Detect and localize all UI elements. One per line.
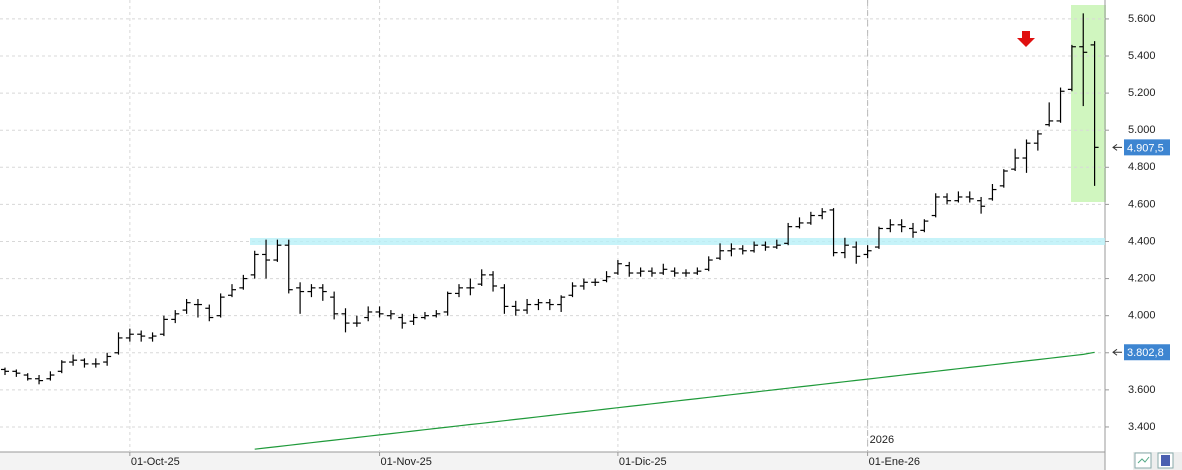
y-tick-label: 4.000 — [1128, 310, 1156, 322]
y-tick-label: 4.200 — [1128, 272, 1156, 284]
price-pointer — [1112, 348, 1122, 356]
y-tick-label: 5.600 — [1128, 13, 1156, 25]
price-label-box — [1124, 344, 1170, 361]
y-tick-label: 3.600 — [1128, 384, 1156, 396]
price-label-box — [1124, 139, 1170, 156]
toolbar — [1133, 452, 1182, 470]
x-tick-label: 01-Oct-25 — [131, 456, 180, 468]
year-label: 2026 — [870, 434, 894, 446]
y-tick-label: 5.400 — [1128, 50, 1156, 62]
y-tick-label: 4.800 — [1128, 161, 1156, 173]
price-label: 3.802,8 — [1127, 347, 1164, 359]
signal-arrow — [1017, 31, 1035, 47]
y-tick-label: 4.600 — [1128, 198, 1156, 210]
x-axis-strip — [0, 452, 1105, 470]
moving-average — [254, 351, 1095, 450]
x-tick-label: 01-Nov-25 — [381, 456, 432, 468]
y-tick-label: 5.000 — [1128, 124, 1156, 136]
y-tick-label: 4.400 — [1128, 235, 1156, 247]
y-tick-label: 5.200 — [1128, 87, 1156, 99]
x-tick-label: 01-Dic-25 — [619, 456, 667, 468]
highlight-box — [1071, 5, 1106, 202]
save-icon — [1161, 455, 1170, 466]
price-label: 4.907,5 — [1127, 142, 1164, 154]
x-tick-label: 01-Ene-26 — [869, 456, 920, 468]
support-band — [250, 237, 1105, 245]
price-pointer — [1112, 143, 1122, 151]
zoom-icon — [1137, 456, 1150, 464]
y-tick-label: 3.400 — [1128, 421, 1156, 433]
